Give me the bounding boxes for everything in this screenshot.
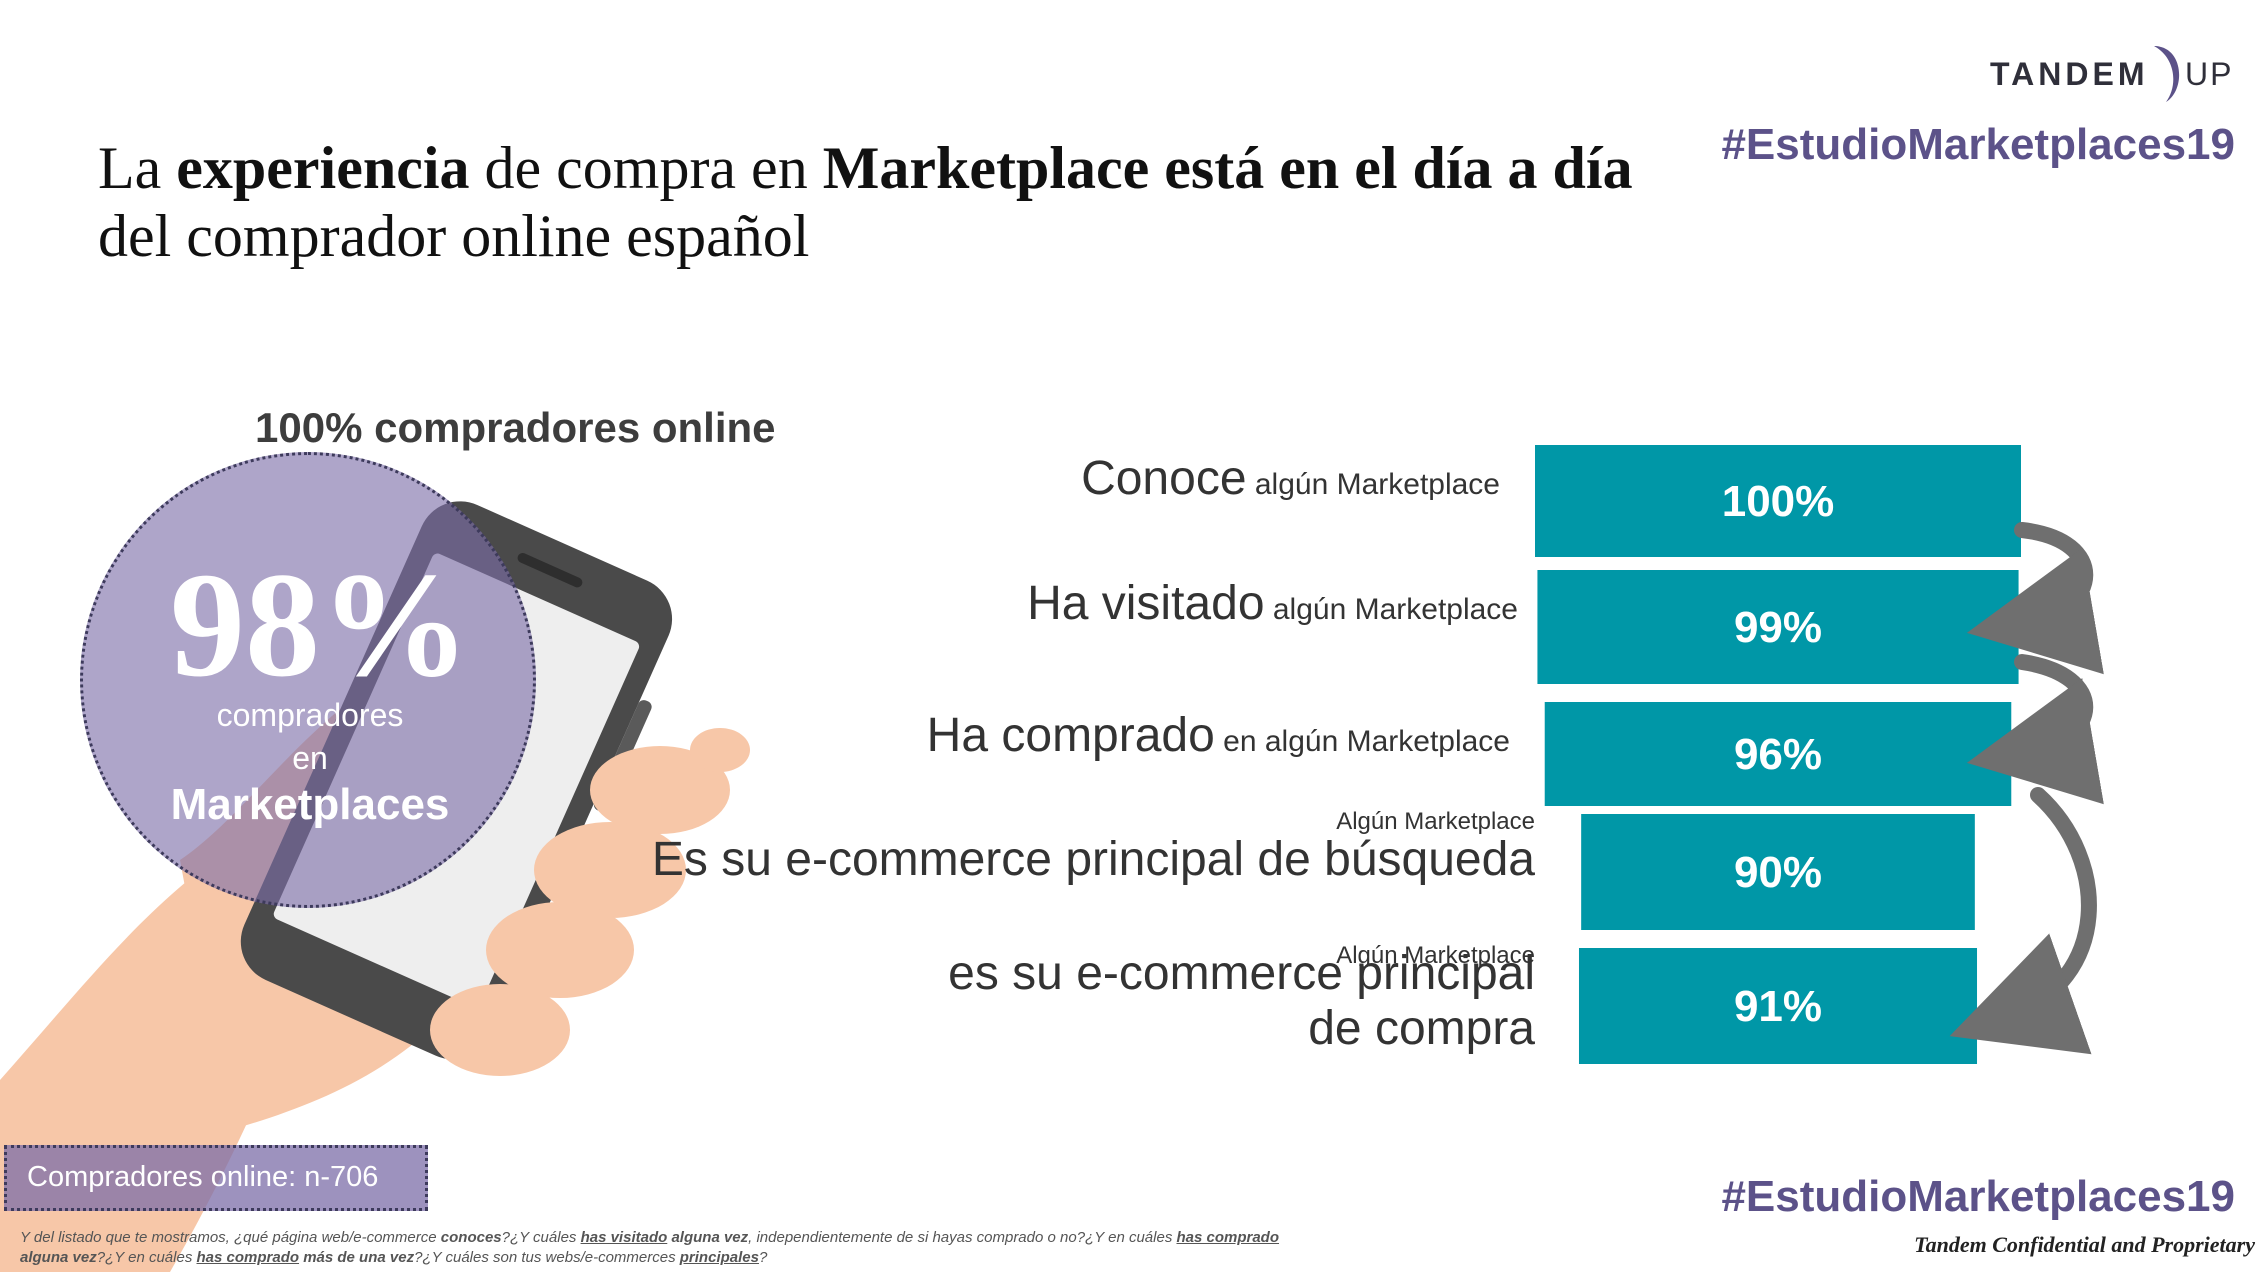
sample-size-box: Compradores online: n-706 <box>4 1145 428 1211</box>
funnel-row-label-1: Conoce algún Marketplace <box>1081 451 1500 506</box>
footnote-underline-1: has visitado <box>580 1229 668 1246</box>
circle-subtitle-2: en <box>292 740 328 776</box>
footnote-text-4: ?¿Y en cuáles <box>96 1249 197 1266</box>
funnel-bar-2 <box>1537 570 2019 684</box>
logo-suffix: UP <box>2185 56 2234 92</box>
funnel-bar-4 <box>1581 814 1975 930</box>
funnel-row-overlay-text-4: Algún Marketplace <box>1336 808 1535 835</box>
confidential-notice: Tandem Confidential and Proprietary <box>1914 1232 2255 1257</box>
circle-subtitle-3: Marketplaces <box>170 780 450 829</box>
footnote-bold-1: conoces <box>440 1229 502 1246</box>
survey-footnote: Y del listado que te mostramos, ¿qué pág… <box>20 1228 1320 1268</box>
footnote-bold-2: alguna vez <box>667 1229 749 1246</box>
funnel-bar-value-4: 90% <box>1734 848 1822 897</box>
funnel-row-label-5: es su e-commerce principal de compra <box>948 950 1535 1062</box>
funnel-row-label-2: Ha visitado algún Marketplace <box>1027 576 1518 631</box>
funnel-bar-value-1: 100% <box>1722 477 1835 526</box>
marketplace-buyers-circle <box>80 452 536 908</box>
funnel-bar-1 <box>1535 445 2021 557</box>
funnel-row-overlay-text-5: Algún Marketplace <box>1336 942 1535 969</box>
footnote-text-3: , independientemente de si hayas comprad… <box>748 1229 1177 1246</box>
page-title: La experiencia de compra en Marketplace … <box>98 134 1698 270</box>
funnel-row-main-text: es su e-commerce principal <box>948 947 1535 1000</box>
curved-arrow-icon-1 <box>1966 522 2104 675</box>
funnel-row-main-text: Ha comprado <box>926 709 1215 762</box>
logo-text: TANDEM <box>1990 56 2149 92</box>
footnote-text-1: Y del listado que te mostramos, ¿qué pág… <box>20 1229 441 1246</box>
funnel-bar-value-2: 99% <box>1734 603 1822 652</box>
title-bold-1: experiencia <box>176 135 470 201</box>
funnel-row-main-text-line2: de compra <box>1308 1002 1535 1055</box>
funnel-row-secondary-text: algún Marketplace <box>1246 468 1500 501</box>
footnote-bold-4: más de una vez <box>299 1249 415 1266</box>
funnel-row-label-3: Ha comprado en algún Marketplace <box>927 708 1510 763</box>
funnel-row-secondary-text: en algún Marketplace <box>1214 725 1510 758</box>
title-part-1: La <box>98 135 177 201</box>
funnel-row-secondary-text: algún Marketplace <box>1264 593 1518 626</box>
funnel-row-main-text: Ha visitado <box>1027 577 1265 630</box>
footnote-underline-2: has comprado <box>1176 1229 1280 1246</box>
funnel-bar-3 <box>1544 702 2012 806</box>
funnel-bar-5 <box>1578 948 1978 1064</box>
footnote-text-5: ?¿Y cuáles son tus webs/e-commerces <box>414 1249 680 1266</box>
title-part-2: de compra en <box>469 135 823 201</box>
title-bold-2: Marketplace está en el día a día <box>822 135 1633 201</box>
footnote-text-2: ?¿Y cuáles <box>501 1229 581 1246</box>
footnote-underline-4: principales <box>679 1249 759 1266</box>
funnel-bar-value-3: 96% <box>1734 730 1822 779</box>
hashtag-top: #EstudioMarketplaces19 <box>1721 120 2235 169</box>
title-part-3: del comprador online español <box>98 203 810 269</box>
footnote-underline-3: has comprado <box>196 1249 300 1266</box>
funnel-row-label-4: Es su e-commerce principal de búsqueda <box>652 832 1535 887</box>
funnel-bar-value-5: 91% <box>1734 982 1822 1031</box>
curved-arrow-icon-3 <box>1949 787 2097 1055</box>
funnel-row-main-text: Conoce <box>1081 452 1247 505</box>
logo-swoosh-icon <box>2154 46 2180 102</box>
online-buyers-label: 100% compradores online <box>255 404 776 451</box>
curved-arrow-icon-2 <box>1966 654 2104 805</box>
funnel-row-main-text: Es su e-commerce principal de búsqueda <box>651 833 1535 886</box>
footnote-text-6: ? <box>758 1249 768 1266</box>
big-percent: 98% <box>170 542 470 708</box>
tandem-up-logo: TANDEM UP <box>1990 42 2240 112</box>
footnote-bold-3: alguna vez <box>20 1249 97 1266</box>
hashtag-bottom: #EstudioMarketplaces19 <box>1721 1172 2235 1221</box>
circle-subtitle-1: compradores <box>216 697 404 733</box>
